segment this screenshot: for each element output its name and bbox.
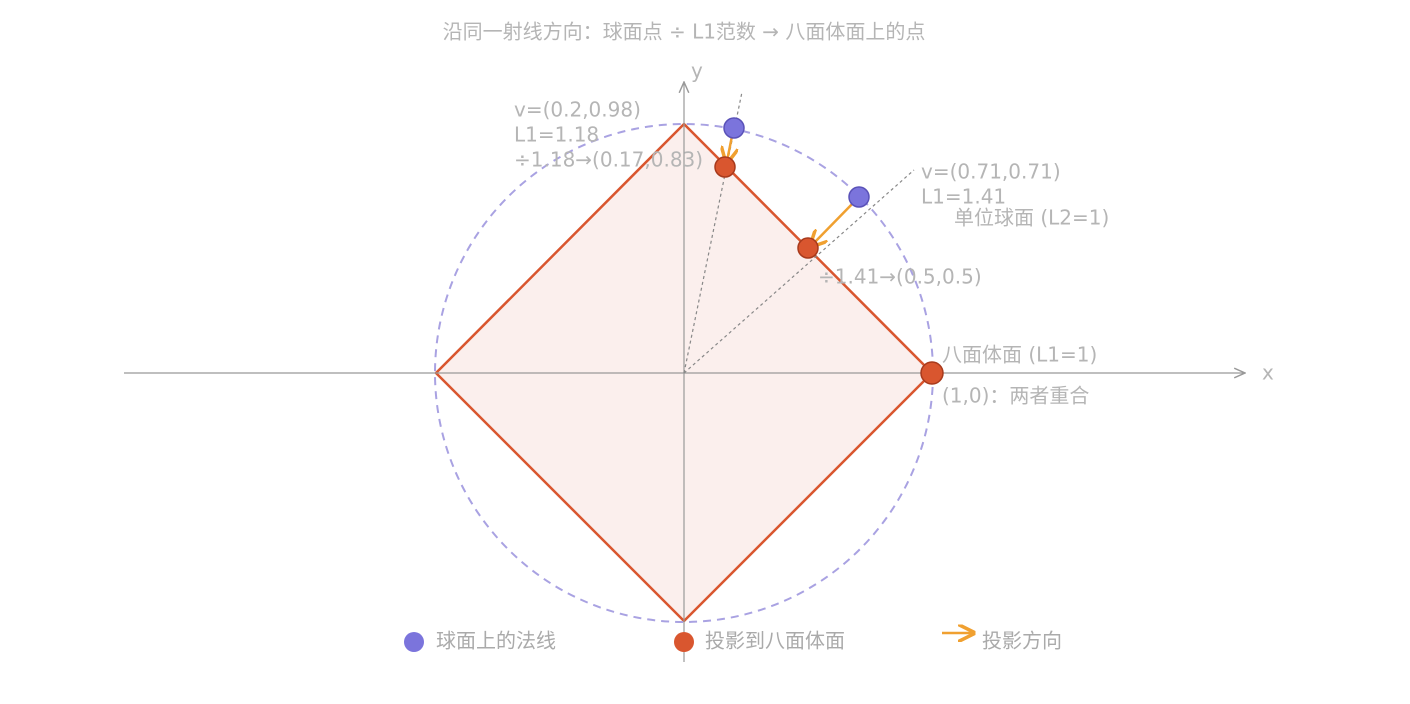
projection-arrow <box>812 198 858 245</box>
annotation: v=(0.2,0.98) <box>514 98 641 122</box>
annotation: L1=1.18 <box>514 123 599 147</box>
coincide-label: (1,0)：两者重合 <box>942 384 1089 408</box>
sphere-point <box>848 186 870 208</box>
sphere-point <box>723 117 745 139</box>
y-axis-label: y <box>691 59 703 83</box>
legend-swatch <box>674 632 694 652</box>
annotation: v=(0.71,0.71) <box>921 160 1061 184</box>
projected-point <box>714 156 736 178</box>
projected-point <box>797 237 819 259</box>
x-axis-label: x <box>1262 361 1274 385</box>
legend-swatch <box>404 632 424 652</box>
projected-point <box>920 361 944 385</box>
legend-label: 球面上的法线 <box>436 629 556 653</box>
sphere-label: 单位球面 (L2=1) <box>954 206 1109 230</box>
annotation: ÷1.18→(0.17,0.83) <box>514 148 703 172</box>
title: 沿同一射线方向：球面点 ÷ L1范数 → 八面体面上的点 <box>443 20 926 44</box>
legend-label: 投影到八面体面 <box>705 629 845 653</box>
legend-label: 投影方向 <box>982 629 1062 653</box>
annotation: L1=1.41 <box>921 185 1006 209</box>
annotation: ÷1.41→(0.5,0.5) <box>818 265 982 289</box>
octahedron-label: 八面体面 (L1=1) <box>942 343 1097 367</box>
legend: 球面上的法线 投影到八面体面 投影方向 <box>404 629 1062 653</box>
